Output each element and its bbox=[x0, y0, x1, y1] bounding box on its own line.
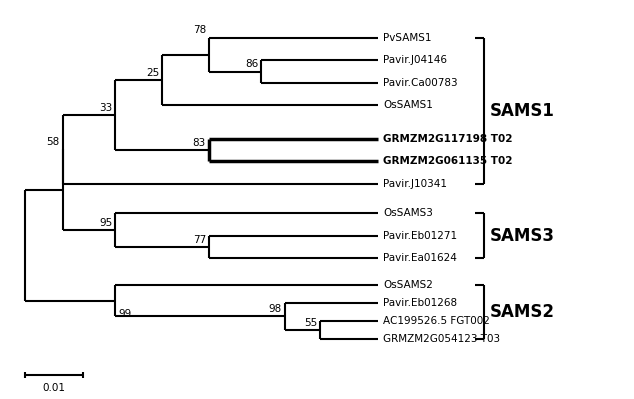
Text: Pavir.Eb01271: Pavir.Eb01271 bbox=[383, 231, 457, 241]
Text: Pavir.J04146: Pavir.J04146 bbox=[383, 55, 447, 65]
Text: 58: 58 bbox=[46, 137, 60, 147]
Text: AC199526.5 FGT002: AC199526.5 FGT002 bbox=[383, 316, 490, 326]
Text: 99: 99 bbox=[118, 308, 131, 318]
Text: 78: 78 bbox=[193, 25, 206, 35]
Text: OsSAMS1: OsSAMS1 bbox=[383, 100, 433, 110]
Text: GRMZM2G117198 T02: GRMZM2G117198 T02 bbox=[383, 134, 512, 144]
Text: GRMZM2G054123 T03: GRMZM2G054123 T03 bbox=[383, 334, 500, 344]
Text: 0.01: 0.01 bbox=[42, 383, 65, 393]
Text: SAMS1: SAMS1 bbox=[489, 102, 554, 120]
Text: 25: 25 bbox=[146, 68, 159, 78]
Text: SAMS3: SAMS3 bbox=[489, 227, 555, 245]
Text: 98: 98 bbox=[269, 304, 282, 314]
Text: OsSAMS3: OsSAMS3 bbox=[383, 208, 433, 218]
Text: Pavir.J10341: Pavir.J10341 bbox=[383, 179, 447, 189]
Text: 55: 55 bbox=[304, 318, 317, 328]
Text: 95: 95 bbox=[99, 218, 112, 228]
Text: Pavir.Ca00783: Pavir.Ca00783 bbox=[383, 78, 458, 88]
Text: Pavir.Ea01624: Pavir.Ea01624 bbox=[383, 253, 457, 263]
Text: Pavir.Eb01268: Pavir.Eb01268 bbox=[383, 298, 457, 308]
Text: 83: 83 bbox=[193, 138, 206, 148]
Text: 33: 33 bbox=[99, 103, 112, 113]
Text: SAMS2: SAMS2 bbox=[489, 303, 555, 321]
Text: 86: 86 bbox=[245, 59, 259, 69]
Text: OsSAMS2: OsSAMS2 bbox=[383, 280, 433, 290]
Text: 77: 77 bbox=[193, 235, 206, 245]
Text: PvSAMS1: PvSAMS1 bbox=[383, 33, 432, 43]
Text: GRMZM2G061135 T02: GRMZM2G061135 T02 bbox=[383, 156, 512, 166]
